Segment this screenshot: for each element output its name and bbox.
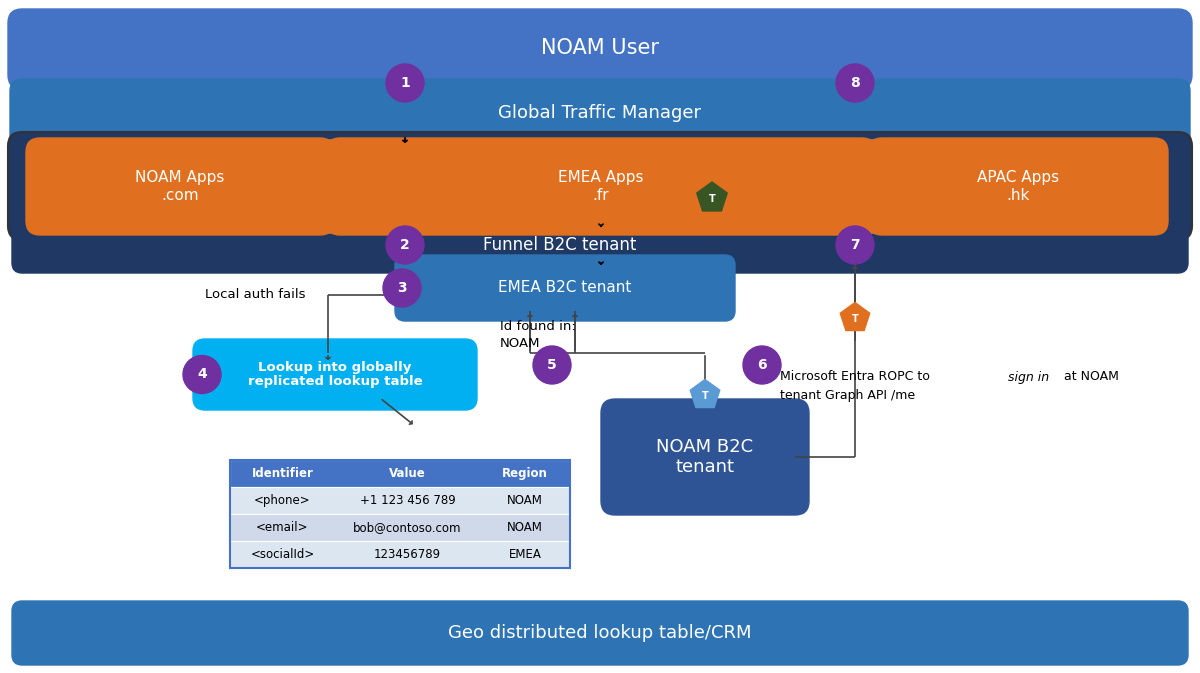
Circle shape bbox=[836, 64, 874, 102]
Text: 5: 5 bbox=[547, 358, 557, 372]
Text: NOAM B2C
tenant: NOAM B2C tenant bbox=[656, 437, 754, 476]
Polygon shape bbox=[840, 302, 870, 330]
Text: NOAM User: NOAM User bbox=[541, 38, 659, 59]
Text: 4: 4 bbox=[197, 367, 206, 382]
Text: at NOAM: at NOAM bbox=[1060, 371, 1118, 384]
FancyBboxPatch shape bbox=[868, 138, 1168, 235]
Circle shape bbox=[386, 226, 424, 264]
Bar bbox=[230, 460, 570, 487]
Text: Identifier: Identifier bbox=[252, 467, 313, 480]
Text: Geo distributed lookup table/CRM: Geo distributed lookup table/CRM bbox=[449, 624, 751, 642]
Text: T: T bbox=[702, 391, 708, 401]
Text: 3: 3 bbox=[397, 281, 407, 295]
Text: 2: 2 bbox=[400, 238, 410, 252]
Text: Id found in:
NOAM: Id found in: NOAM bbox=[500, 320, 576, 350]
Circle shape bbox=[383, 269, 421, 307]
FancyBboxPatch shape bbox=[26, 138, 334, 235]
Text: <phone>: <phone> bbox=[254, 494, 311, 507]
Bar bbox=[230, 541, 570, 568]
FancyBboxPatch shape bbox=[12, 601, 1188, 665]
FancyBboxPatch shape bbox=[12, 217, 1188, 273]
Text: bob@contoso.com: bob@contoso.com bbox=[353, 521, 462, 534]
FancyBboxPatch shape bbox=[193, 339, 476, 410]
Polygon shape bbox=[697, 182, 727, 211]
Bar bbox=[230, 487, 570, 514]
Text: EMEA: EMEA bbox=[509, 548, 541, 561]
Text: APAC Apps
.hk: APAC Apps .hk bbox=[977, 170, 1060, 203]
Circle shape bbox=[184, 355, 221, 394]
Text: Lookup into globally
replicated lookup table: Lookup into globally replicated lookup t… bbox=[247, 361, 422, 388]
Text: T: T bbox=[709, 194, 715, 204]
FancyBboxPatch shape bbox=[8, 9, 1192, 89]
Circle shape bbox=[743, 346, 781, 384]
FancyBboxPatch shape bbox=[395, 255, 734, 321]
FancyBboxPatch shape bbox=[601, 399, 809, 515]
Bar bbox=[230, 514, 570, 541]
Text: Microsoft Entra ROPC to: Microsoft Entra ROPC to bbox=[780, 371, 934, 384]
Text: 123456789: 123456789 bbox=[374, 548, 442, 561]
Text: tenant Graph API /me: tenant Graph API /me bbox=[780, 388, 916, 402]
Text: Region: Region bbox=[502, 467, 548, 480]
Text: 7: 7 bbox=[850, 238, 860, 252]
Text: sign in: sign in bbox=[1008, 371, 1049, 384]
Circle shape bbox=[386, 64, 424, 102]
Bar bbox=[230, 460, 570, 568]
Text: Value: Value bbox=[389, 467, 426, 480]
FancyBboxPatch shape bbox=[8, 132, 1192, 240]
FancyBboxPatch shape bbox=[10, 79, 1190, 147]
FancyBboxPatch shape bbox=[320, 140, 892, 233]
Text: 1: 1 bbox=[400, 76, 410, 90]
Circle shape bbox=[836, 226, 874, 264]
Text: +1 123 456 789: +1 123 456 789 bbox=[360, 494, 455, 507]
Text: EMEA B2C tenant: EMEA B2C tenant bbox=[498, 281, 631, 295]
Text: 8: 8 bbox=[850, 76, 860, 90]
Text: NOAM: NOAM bbox=[508, 494, 542, 507]
FancyBboxPatch shape bbox=[326, 138, 876, 235]
Text: Local auth fails: Local auth fails bbox=[205, 289, 306, 302]
Text: NOAM: NOAM bbox=[508, 521, 542, 534]
Text: Funnel B2C tenant: Funnel B2C tenant bbox=[484, 236, 637, 254]
Circle shape bbox=[533, 346, 571, 384]
Text: NOAM Apps
.com: NOAM Apps .com bbox=[136, 170, 224, 203]
Text: T: T bbox=[852, 314, 858, 324]
Text: <socialId>: <socialId> bbox=[251, 548, 314, 561]
Text: 6: 6 bbox=[757, 358, 767, 372]
Text: <email>: <email> bbox=[257, 521, 308, 534]
Text: Global Traffic Manager: Global Traffic Manager bbox=[498, 104, 702, 122]
Polygon shape bbox=[690, 380, 720, 408]
Text: EMEA Apps
.fr: EMEA Apps .fr bbox=[558, 170, 643, 203]
